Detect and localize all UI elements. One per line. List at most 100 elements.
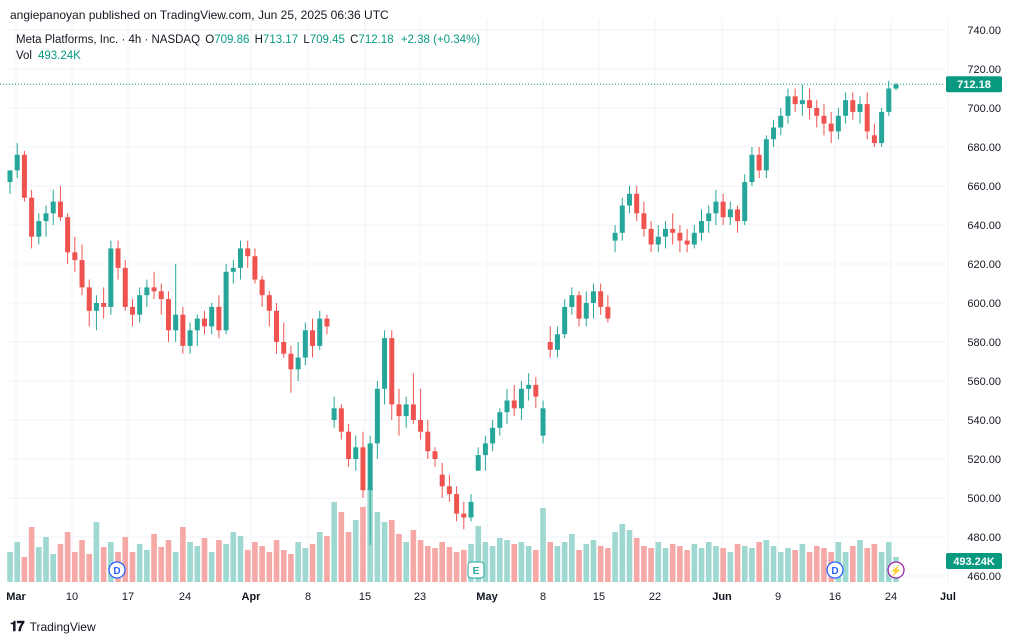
event-marker-split[interactable]: ⚡ — [887, 561, 905, 579]
time-tick-label: Apr — [242, 591, 262, 603]
volume-bar — [295, 542, 301, 582]
candle-body — [677, 232, 683, 241]
candle-body — [828, 123, 834, 132]
volume-bar — [244, 550, 251, 582]
volume-bar — [14, 542, 21, 582]
volume-bar — [309, 544, 316, 582]
candle-body — [475, 455, 481, 471]
candle-body — [871, 135, 877, 144]
candle-body — [821, 115, 827, 124]
volume-bar — [230, 532, 237, 582]
volume-bar — [597, 546, 604, 582]
candle-body — [288, 353, 294, 370]
candle-body — [482, 443, 488, 456]
price-tick-label: 540.00 — [967, 415, 1001, 427]
candle-body — [490, 427, 496, 444]
candle-body — [562, 306, 568, 335]
volume-bar — [424, 546, 431, 582]
volume-bar — [252, 542, 258, 582]
volume-bar — [302, 548, 309, 582]
candle-body — [850, 100, 856, 112]
time-tick-label: 15 — [593, 591, 605, 603]
dividend-icon — [826, 561, 844, 579]
volume-bar — [360, 507, 366, 582]
volume-bar — [280, 550, 287, 582]
volume-bar — [489, 546, 496, 582]
volume-bar — [417, 540, 424, 582]
event-marker-dividend[interactable]: D — [826, 561, 844, 579]
candle-body — [238, 248, 244, 268]
time-tick-label: 8 — [540, 591, 546, 603]
volume-bar — [180, 527, 186, 582]
price-tick-label: 520.00 — [967, 454, 1001, 466]
candle-body — [158, 291, 164, 300]
high-value: 713.17 — [262, 34, 299, 46]
candle-body — [554, 334, 560, 350]
volume-bar — [497, 538, 503, 582]
candle-body — [727, 209, 733, 218]
event-marker-dividend[interactable]: D — [108, 561, 126, 579]
volume-bar — [100, 547, 107, 582]
candle-body — [346, 431, 352, 459]
candle-body — [590, 291, 596, 303]
tradingview-logo-icon[interactable]: 𝟏𝟕 — [10, 618, 25, 634]
candle-body — [389, 338, 395, 405]
volume-value: 493.24K — [38, 50, 81, 62]
event-label: D — [113, 566, 120, 577]
candle-body — [835, 115, 841, 132]
volume-bar — [86, 554, 93, 582]
candle-body — [259, 279, 265, 296]
candle-body — [302, 330, 308, 358]
candle-body — [274, 310, 280, 342]
candle-body — [36, 221, 42, 237]
volume-bar — [677, 546, 683, 582]
price-tick-label: 500.00 — [967, 493, 1001, 505]
volume-bar — [108, 542, 114, 582]
candle-body — [266, 295, 272, 311]
candle-body — [662, 228, 668, 237]
candle-body — [670, 228, 676, 233]
candle-body — [799, 100, 805, 105]
candle-body — [814, 108, 820, 116]
candle-body — [50, 201, 56, 214]
time-tick-label: 23 — [414, 591, 426, 603]
volume-bar — [136, 544, 143, 582]
candle-body — [14, 154, 20, 171]
volume-label[interactable]: Vol — [16, 50, 32, 62]
volume-bar — [662, 548, 669, 582]
event-marker-earnings[interactable]: E — [467, 561, 485, 579]
candle-body — [79, 260, 85, 288]
candle-body — [706, 213, 712, 222]
candle-body — [526, 384, 532, 389]
volume-bar — [583, 544, 590, 582]
volume-bar — [648, 548, 654, 582]
candle-body — [21, 154, 27, 198]
volume-bar — [439, 542, 445, 582]
volume-bar — [727, 552, 734, 582]
volume-bar — [374, 512, 381, 582]
event-label: E — [473, 566, 480, 577]
candle-body — [533, 384, 539, 397]
volume-bar — [266, 552, 273, 582]
time-tick-label: 10 — [66, 591, 78, 603]
volume-bar — [576, 550, 582, 582]
volume-bar — [554, 546, 561, 582]
candle-body — [7, 170, 13, 183]
candle-body — [173, 314, 179, 331]
volume-bar — [36, 547, 42, 582]
candle-body — [540, 408, 546, 436]
candle-body — [151, 287, 157, 292]
candle-body — [180, 314, 186, 346]
candle-body — [576, 295, 582, 319]
candle-body — [108, 248, 114, 307]
volume-bar — [194, 546, 201, 582]
symbol-info[interactable]: Meta Platforms, Inc. · 4h · NASDAQ — [16, 34, 201, 46]
volume-bar — [777, 552, 784, 582]
candle-body — [454, 494, 460, 514]
volume-bar — [713, 546, 719, 582]
candle-body — [713, 201, 719, 214]
volume-bar — [79, 540, 85, 582]
volume-bar — [569, 534, 575, 582]
candle-body — [497, 412, 503, 428]
